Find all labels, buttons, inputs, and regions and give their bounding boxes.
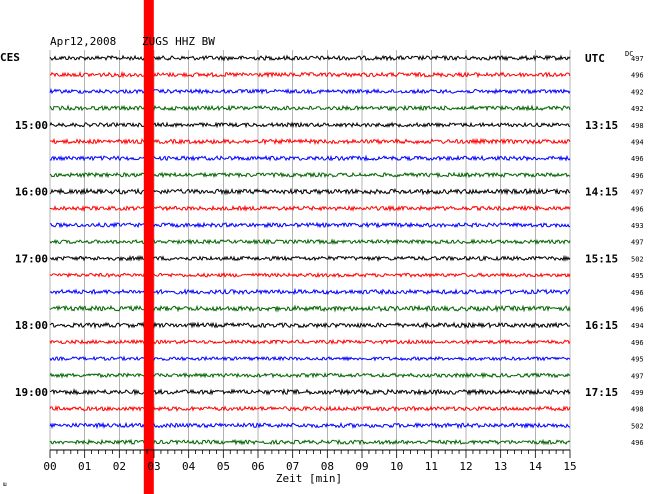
x-tick-label-12: 12 [459,460,472,473]
trace-row-1 [49,70,571,79]
dc-value: 495 [631,272,644,280]
trace-row-8 [49,187,571,196]
left-hour-label: 16:00 [15,186,48,199]
seismic-traces [49,54,571,446]
x-tick-label-15: 15 [563,460,576,473]
x-tick-label-01: 01 [78,460,91,473]
x-tick-label-13: 13 [494,460,507,473]
trace-row-19 [49,371,571,379]
trace-row-5 [49,137,571,146]
x-tick-label-06: 06 [251,460,264,473]
dc-value: 494 [631,139,644,147]
station-label: ZUGS HHZ BW [142,35,215,48]
trace-row-23 [49,438,571,446]
x-axis-label: Zeit [min] [276,472,342,485]
trace-row-22 [49,421,571,430]
trace-row-6 [49,154,571,162]
dc-value: 496 [631,306,644,314]
minute-grid [49,50,571,450]
trace-row-4 [49,121,571,129]
right-hour-label: 17:15 [585,386,618,399]
trace-row-2 [49,87,571,95]
dc-value: 496 [631,289,644,297]
x-tick-label-03: 03 [147,460,160,473]
dc-value: 498 [631,122,644,130]
dc-value: 496 [631,155,644,163]
dc-value: 496 [631,172,644,180]
dc-value: 496 [631,439,644,447]
x-tick-label-07: 07 [286,460,299,473]
dc-value: 496 [631,339,644,347]
x-tick-label-05: 05 [217,460,230,473]
x-tick-label-02: 02 [113,460,126,473]
x-tick-label-10: 10 [390,460,403,473]
right-hour-label: UTC [585,52,605,65]
right-hour-label: 16:15 [585,319,618,332]
trace-row-18 [49,355,571,362]
left-hour-label: 18:00 [15,319,48,332]
dc-value: 497 [631,372,644,380]
event-marker-band [143,0,154,494]
trace-row-11 [49,238,571,246]
x-tick-label-11: 11 [425,460,438,473]
left-timezone-label: CES [0,51,20,64]
trace-row-13 [49,271,571,279]
x-tick-label-00: 00 [43,460,56,473]
dc-value: 492 [631,88,644,96]
dc-value: 502 [631,422,644,430]
x-tick-label-09: 09 [355,460,368,473]
dc-value: 496 [631,72,644,80]
trace-row-7 [49,171,571,179]
date-label: Apr12,2008 [50,35,116,48]
right-hour-label: 15:15 [585,252,618,265]
trace-row-14 [49,287,571,296]
x-tick-label-04: 04 [182,460,196,473]
dc-value: 499 [631,389,644,397]
right-hour-label: 14:15 [585,186,618,199]
trace-row-16 [49,321,571,330]
row-labels: 15:00 16:00 17:00 18:00 19:00 UTC 13:15 14:15 15… [15,52,644,447]
event-marker [143,0,154,494]
trace-row-10 [50,221,571,229]
dc-value: 495 [631,356,644,364]
dc-header-label: DC [625,50,633,58]
dc-value: 493 [631,222,644,230]
trace-row-9 [49,204,571,213]
time-axis: 00 01 02 03 04 05 06 07 08 09 10 11 12 13 14 15 [43,449,577,473]
trace-row-3 [49,104,571,112]
dc-value: 502 [631,255,644,263]
trace-row-15 [49,304,571,313]
left-hour-label: 17:00 [15,252,48,265]
trace-row-21 [49,404,571,413]
trace-row-17 [49,338,571,346]
dc-value: 497 [631,189,644,197]
dc-value: 494 [631,322,644,330]
x-tick-label-08: 08 [321,460,334,473]
corner-mark: ա [3,481,7,488]
dc-value: 498 [631,406,644,414]
trace-row-12 [49,254,571,263]
dc-value: 497 [631,239,644,247]
left-hour-label: 19:00 [15,386,48,399]
trace-row-0 [49,54,571,62]
right-hour-label: 13:15 [585,119,618,132]
x-tick-label-14: 14 [529,460,543,473]
left-hour-label: 15:00 [15,119,48,132]
dc-value: 492 [631,105,644,113]
dc-value: 496 [631,205,644,213]
dc-value: 497 [631,55,644,63]
trace-row-20 [49,387,571,396]
